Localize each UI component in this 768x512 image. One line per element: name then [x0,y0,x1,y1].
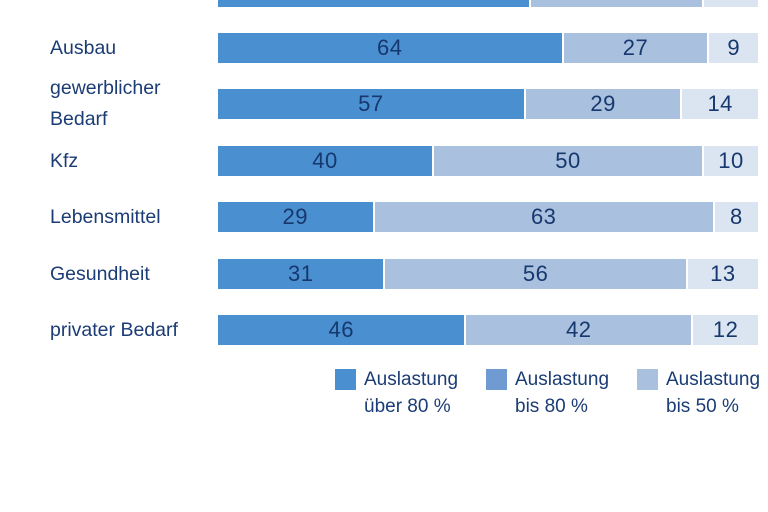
chart-row: gewerblicher Bedarf 57 29 14 [0,77,768,130]
value-label: 56 [522,261,549,286]
legend-item-3: Auslastung bis 50 % [637,366,768,420]
category-label: privater Bedarf [50,318,178,341]
bar-segment-1: 29 [218,202,375,232]
value-label: 8 [730,204,743,229]
value-label: 57 [358,91,384,116]
category-label: Lebensmittel [50,205,161,228]
bar-segment-1: 64 [218,33,564,63]
category-label: Ausbau [50,36,117,59]
chart-row: privater Bedarf 46 42 12 [0,315,768,345]
legend-item-1: Auslastung über 80 % [335,366,486,420]
stacked-bar: 46 42 12 [218,315,758,345]
stacked-bar: 57 29 14 [218,89,758,119]
bar-segment-2: 50 [434,146,704,176]
bar-segment-2: 27 [563,33,710,63]
bar-segment-2: 56 [385,259,688,289]
value-label: 10 [718,148,744,173]
chart-row: Lebensmittel 29 63 8 [0,202,768,232]
value-label: 46 [328,317,354,342]
stacked-bar: 29 63 8 [218,202,758,232]
value-label: 12 [712,317,739,342]
bar-segment-2: 63 [374,202,715,232]
value-label: 13 [710,261,736,286]
bar-segment-1: 40 [218,146,434,176]
value-label: 27 [622,35,649,60]
bar-segment-3: 13 [687,259,758,289]
stacked-bar: 64 27 9 [218,33,758,63]
value-label: 63 [530,204,557,229]
chart-row-clipped [0,0,768,7]
bar-segment-3: 8 [714,202,758,232]
value-label: 40 [312,148,338,173]
category-label: gewerblicher Bedarf [50,77,161,130]
stacked-bar: 40 50 10 [218,146,758,176]
bar-segment-2: 42 [466,315,694,345]
category-label: Gesundheit [50,262,150,285]
value-label: 9 [727,35,741,60]
legend-label-line1: Auslastung [364,369,459,390]
bar-segment-3: 14 [682,89,758,119]
bar-segment-1 [218,0,532,7]
bar-segment-1: 46 [218,315,467,345]
chart-row: Kfz 40 50 10 [0,146,768,176]
legend-item-2: Auslastung bis 80 % [486,366,637,420]
bar-segment-2 [531,0,704,7]
bar-segment-3: 12 [693,315,758,345]
legend-swatch-icon [335,369,356,390]
legend-label: Auslastung über 80 % [364,366,458,420]
value-label: 64 [377,35,403,60]
legend-label: Auslastung bis 50 % [666,366,760,420]
chart-legend: Auslastung über 80 % Auslastung bis 80 % Aus… [335,366,768,420]
legend-label-line2: bis 80 % [515,396,588,417]
value-label: 29 [282,204,309,229]
legend-swatch-icon [637,369,658,390]
value-label: 14 [707,91,733,116]
legend-label-line1: Auslastung [666,369,761,390]
bar-segment-3: 10 [704,146,758,176]
value-label: 42 [566,317,592,342]
legend-label-line2: bis 50 % [666,396,739,417]
legend-label-line1: Auslastung [515,369,610,390]
stacked-bar [218,0,758,7]
legend-label: Auslastung bis 80 % [515,366,609,420]
legend-swatch-icon [486,369,507,390]
value-label: 29 [590,91,616,116]
bar-segment-1: 57 [218,89,526,119]
legend-label-line2: über 80 % [364,396,451,417]
bar-segment-3: 9 [709,33,758,63]
bar-segment-3 [703,0,758,7]
value-label: 50 [555,148,581,173]
stacked-bar: 31 56 13 [218,259,758,289]
category-label: Kfz [50,149,79,172]
value-label: 31 [287,261,314,286]
chart-row: Ausbau 64 27 9 [0,33,768,63]
bar-segment-1: 31 [218,259,386,289]
chart-row: Gesundheit 31 56 13 [0,259,768,289]
bar-segment-2: 29 [525,89,683,119]
